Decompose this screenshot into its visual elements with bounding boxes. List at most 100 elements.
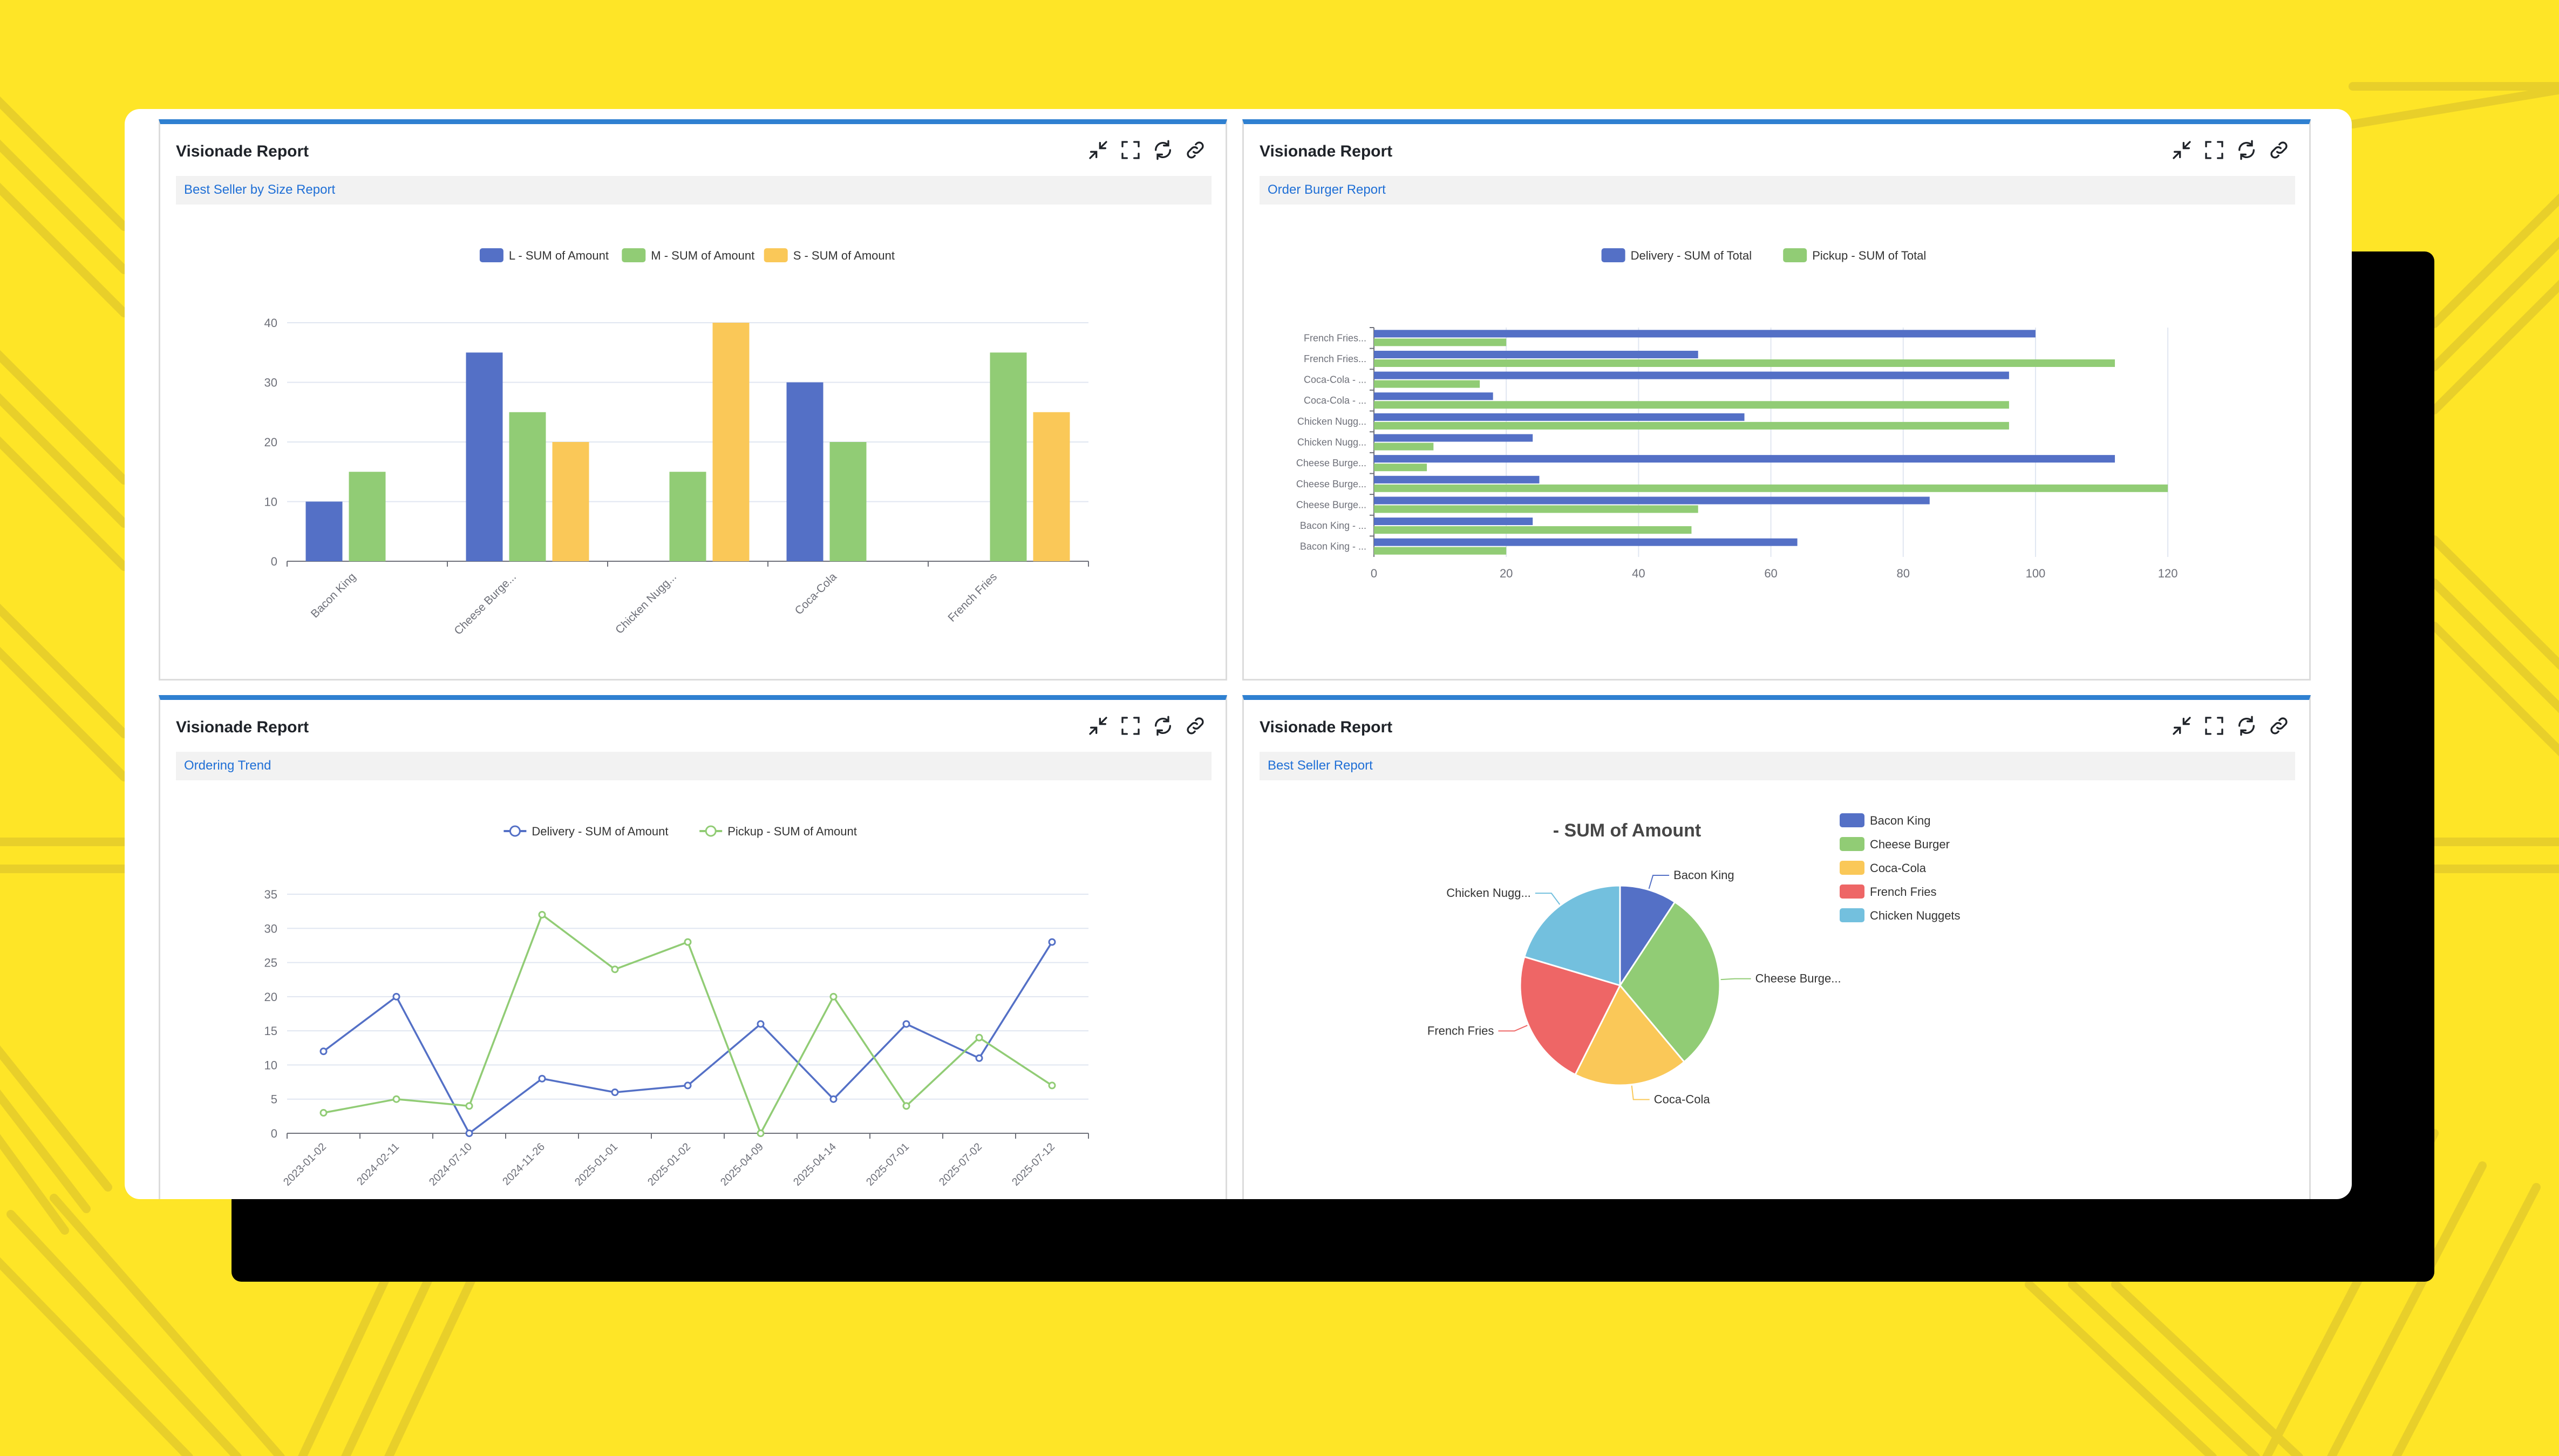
- bar: [349, 472, 386, 561]
- bar: [669, 472, 706, 561]
- data-point: [392, 1095, 400, 1103]
- y-tick-label: 30: [264, 922, 277, 935]
- fullscreen-icon[interactable]: [1120, 715, 1141, 737]
- bar: [1374, 547, 1507, 555]
- pie-label-line: [1648, 874, 1670, 889]
- subtitle-bar: Ordering Trend: [176, 752, 1212, 780]
- y-tick-label: Chicken Nugg...: [1297, 437, 1366, 448]
- x-tick-label: 2025-04-14: [791, 1141, 839, 1188]
- bar: [1374, 350, 1698, 358]
- y-tick-label: Cheese Burge...: [1296, 479, 1366, 489]
- bar: [1374, 464, 1427, 472]
- dashboard-window: Visionade Report Best Seller by Size Rep…: [125, 109, 2352, 1199]
- pie-label: Cheese Burge...: [1755, 972, 1841, 985]
- y-tick-label: 40: [264, 316, 277, 330]
- link-icon[interactable]: [2268, 139, 2290, 161]
- line-chart-ordering-trend: Delivery - SUM of Amount Pickup - SUM of …: [264, 825, 1089, 1188]
- bar: [305, 501, 343, 561]
- report-link[interactable]: Best Seller by Size Report: [184, 182, 336, 197]
- bar: [712, 323, 750, 561]
- collapse-icon[interactable]: [1087, 715, 1109, 737]
- data-point: [465, 1130, 473, 1137]
- legend-swatch: [1840, 861, 1864, 875]
- subtitle-bar: Best Seller Report: [1260, 752, 2295, 780]
- collapse-icon[interactable]: [2171, 139, 2193, 161]
- legend-label: Bacon King: [1870, 814, 1931, 827]
- legend-swatch: [764, 248, 788, 262]
- x-tick-label: 60: [1764, 567, 1777, 580]
- refresh-icon[interactable]: [2236, 715, 2257, 737]
- data-point: [757, 1020, 765, 1028]
- x-tick-label: Chicken Nugg...: [613, 570, 679, 636]
- legend-label: Chicken Nuggets: [1870, 909, 1961, 922]
- x-tick-label: 0: [1371, 567, 1377, 580]
- data-point: [829, 1095, 838, 1103]
- legend-label: Pickup - SUM of Amount: [727, 825, 857, 838]
- refresh-icon[interactable]: [1152, 715, 1174, 737]
- y-tick-label: Chicken Nugg...: [1297, 416, 1366, 427]
- chart-title: - SUM of Amount: [1553, 820, 1701, 841]
- y-tick-label: Coca-Cola - ...: [1304, 395, 1366, 406]
- panel-toolbar: [2171, 139, 2290, 161]
- pie-label: Chicken Nugg...: [1446, 886, 1531, 900]
- x-tick-label: 120: [2158, 567, 2178, 580]
- report-link[interactable]: Ordering Trend: [184, 758, 271, 773]
- pie-slice: [1523, 885, 1621, 987]
- bar: [786, 382, 823, 561]
- y-tick-label: Coca-Cola - ...: [1304, 375, 1366, 385]
- refresh-icon[interactable]: [2236, 139, 2257, 161]
- panel-title: Visionade Report: [176, 142, 309, 160]
- bar: [1374, 401, 2009, 409]
- panel-toolbar: [1087, 139, 1206, 161]
- bar: [829, 442, 867, 561]
- bar: [1374, 392, 1493, 400]
- data-point: [538, 910, 546, 918]
- x-tick-label: 2024-11-26: [500, 1141, 547, 1188]
- pie-slice: [1519, 956, 1622, 1076]
- y-tick-label: 10: [264, 495, 277, 509]
- link-icon[interactable]: [2268, 715, 2290, 737]
- y-tick-label: 0: [271, 1127, 277, 1140]
- x-tick-label: 2024-07-10: [427, 1141, 474, 1188]
- bar: [1374, 330, 2036, 338]
- y-tick-label: 5: [271, 1093, 277, 1106]
- y-tick-label: 0: [271, 555, 277, 568]
- pie-label: French Fries: [1427, 1024, 1494, 1037]
- x-tick-label: Coca-Cola: [793, 570, 840, 617]
- bar: [1374, 455, 2115, 463]
- bar: [1033, 412, 1070, 561]
- data-point: [757, 1130, 765, 1137]
- fullscreen-icon[interactable]: [1120, 139, 1141, 161]
- report-link[interactable]: Order Burger Report: [1268, 182, 1386, 197]
- x-tick-label: 2025-01-01: [573, 1141, 620, 1188]
- pie-label: Coca-Cola: [1654, 1093, 1711, 1106]
- pie-label-line: [1535, 893, 1561, 905]
- x-tick-label: French Fries: [945, 570, 999, 624]
- pie-slice: [1619, 901, 1721, 1063]
- legend-label: M - SUM of Amount: [651, 249, 754, 262]
- legend-swatch: [1783, 248, 1807, 262]
- y-tick-label: 25: [264, 956, 277, 970]
- link-icon[interactable]: [1185, 139, 1206, 161]
- legend-swatch: [1840, 837, 1864, 851]
- legend-swatch-marker: [509, 825, 521, 837]
- report-link[interactable]: Best Seller Report: [1268, 758, 1373, 773]
- pie-label-line: [1720, 978, 1751, 981]
- y-tick-label: 10: [264, 1058, 277, 1072]
- bar: [1374, 475, 1540, 484]
- fullscreen-icon[interactable]: [2203, 139, 2225, 161]
- data-point: [1048, 938, 1056, 946]
- data-point: [1048, 1081, 1056, 1090]
- x-tick-label: 80: [1897, 567, 1910, 580]
- legend-label: Pickup - SUM of Total: [1812, 249, 1926, 262]
- refresh-icon[interactable]: [1152, 139, 1174, 161]
- link-icon[interactable]: [1185, 715, 1206, 737]
- data-point: [319, 1047, 328, 1056]
- y-tick-label: 15: [264, 1024, 277, 1038]
- legend-swatch: [479, 248, 503, 262]
- data-point: [319, 1109, 328, 1117]
- collapse-icon[interactable]: [2171, 715, 2193, 737]
- fullscreen-icon[interactable]: [2203, 715, 2225, 737]
- collapse-icon[interactable]: [1087, 139, 1109, 161]
